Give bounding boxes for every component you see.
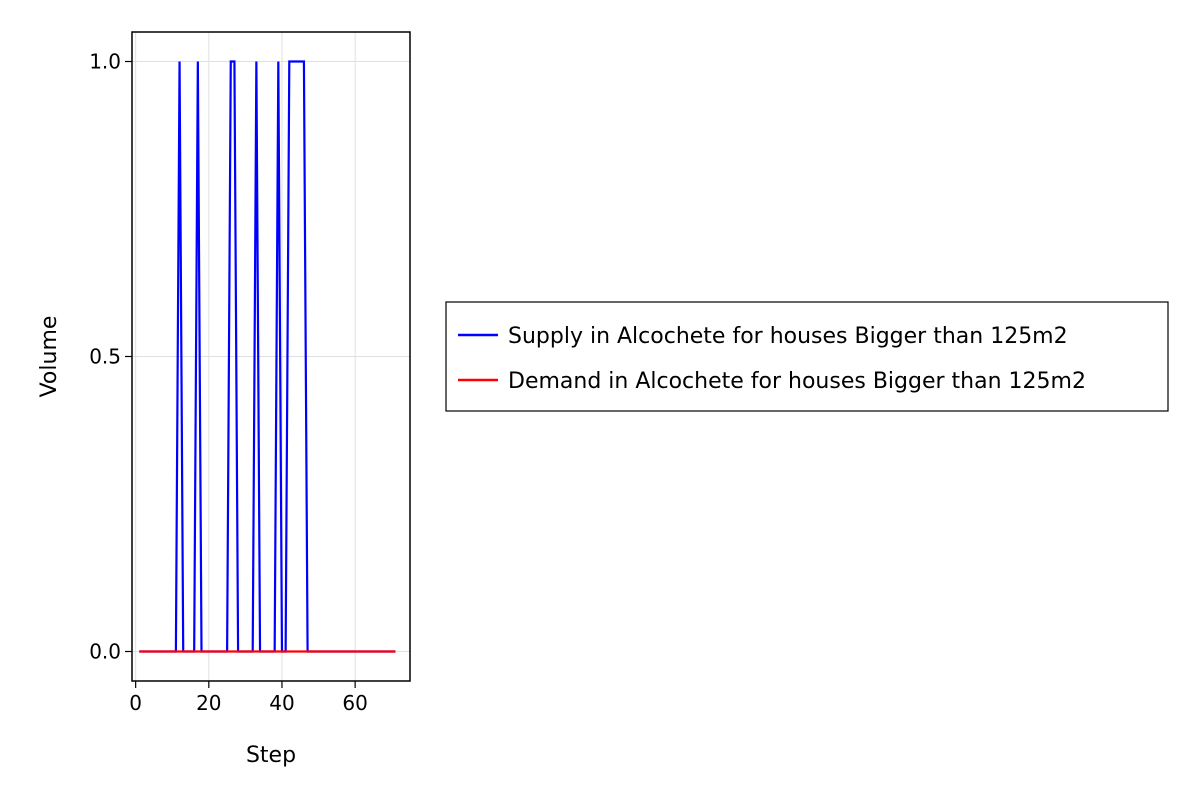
legend-label-1: Supply in Alcochete for houses Bigger th… <box>508 324 1068 349</box>
legend: Supply in Alcochete for houses Bigger th… <box>445 301 1169 412</box>
y-tick-label: 1.0 <box>89 50 121 74</box>
x-tick-label: 20 <box>196 691 221 715</box>
y-tick-label: 0.5 <box>89 345 121 369</box>
x-tick-label: 40 <box>269 691 294 715</box>
y-axis-title: Volume <box>37 316 62 398</box>
x-tick-label: 60 <box>342 691 367 715</box>
grid <box>132 32 410 681</box>
series-layer <box>139 60 396 653</box>
ticks: 0 20 40 60 0.0 0.5 1.0 <box>89 50 368 716</box>
x-tick-label: 0 <box>129 691 142 715</box>
y-tick-label: 0.0 <box>89 640 121 664</box>
legend-label-2: Demand in Alcochete for houses Bigger th… <box>508 369 1086 394</box>
legend-box <box>445 301 1169 412</box>
x-axis-title: Step <box>246 743 296 768</box>
